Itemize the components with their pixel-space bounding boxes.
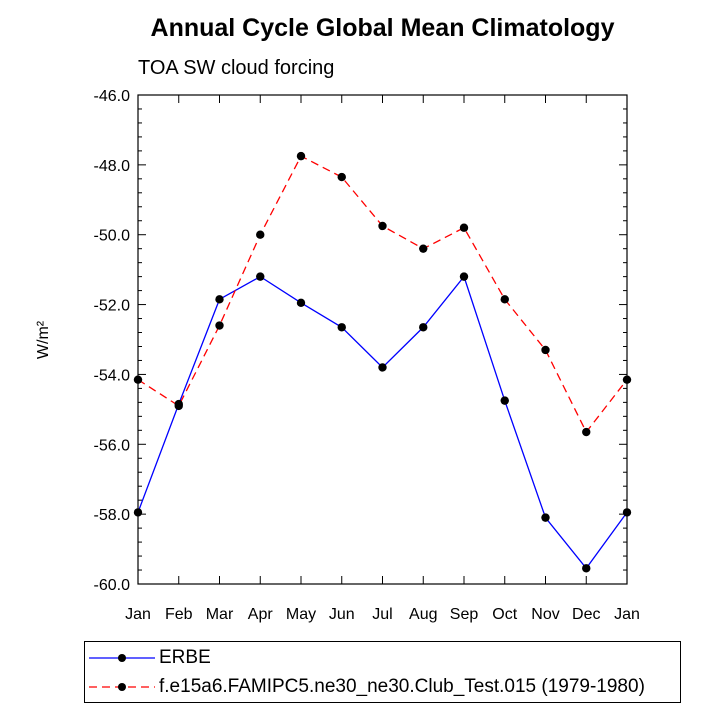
y-tick-label: -58.0 [94,507,131,524]
data-point-series-1 [256,230,265,239]
x-tick-label: Jan [614,606,640,623]
y-tick-label: -52.0 [94,298,131,315]
x-tick-label: Jan [125,606,151,623]
data-point-series-1 [174,401,183,411]
data-point-series-1 [459,223,469,232]
y-tick-label: -48.0 [94,158,131,175]
x-tick-label: Apr [248,606,274,623]
y-tick-label: -60.0 [94,577,131,594]
x-tick-label: Feb [165,606,193,623]
data-point-series-1 [337,172,346,182]
data-point-series-1 [541,345,550,355]
x-tick-label: Jul [372,606,392,623]
x-tick-label: Aug [409,606,437,623]
data-point-series-0 [419,323,428,332]
data-point-series-0 [133,508,143,517]
y-axis-label: W/m² [35,320,52,359]
data-point-series-0 [622,508,632,517]
series-line-0 [137,275,628,570]
data-point-series-0 [215,295,224,304]
legend-marker-erbe [118,654,126,662]
line-chart: -46.0 -48.0 -50.0 -52.0 -54.0 -56.0 -58.0 -60.0… [35,88,640,623]
data-point-series-0 [459,272,469,281]
data-point-series-0 [256,272,265,281]
data-point-series-0 [541,513,550,522]
data-point-series-1 [215,321,224,330]
series-line-1 [137,155,628,434]
y-tick-label: -56.0 [94,437,131,454]
data-point-series-0 [500,396,509,405]
plot-frame [137,94,628,585]
x-tick-label: Dec [572,606,600,623]
x-tick-label: Jun [329,606,355,623]
x-tick-label: Sep [450,606,479,623]
x-tick-label: May [286,606,316,623]
data-point-series-0 [337,323,346,332]
legend: ERBE f.e15a6.FAMIPC5.ne30_ne30.Club_Test… [84,641,681,703]
data-point-series-0 [378,363,387,372]
data-point-series-1 [296,151,306,161]
data-point-series-1 [133,375,143,384]
legend-label-model: f.e15a6.FAMIPC5.ne30_ne30.Club_Test.015 … [159,676,645,697]
y-tick-label: -50.0 [94,228,131,245]
y-tick-label: -54.0 [94,367,131,384]
data-point-series-1 [419,244,428,253]
data-point-series-1 [378,221,387,231]
data-point-series-0 [296,298,306,308]
data-point-series-1 [500,295,509,304]
data-point-series-0 [582,564,591,573]
chart-title: Annual Cycle Global Mean Climatology [150,14,615,42]
legend-marker-model [118,683,126,691]
x-tick-label: Nov [531,606,559,623]
data-point-series-1 [622,375,632,384]
legend-label-erbe: ERBE [159,647,211,668]
x-tick-label: Mar [206,606,234,623]
data-point-series-1 [582,427,591,437]
y-tick-label: -46.0 [94,88,131,105]
x-tick-label: Oct [492,606,517,623]
chart-subtitle: TOA SW cloud forcing [138,57,335,79]
